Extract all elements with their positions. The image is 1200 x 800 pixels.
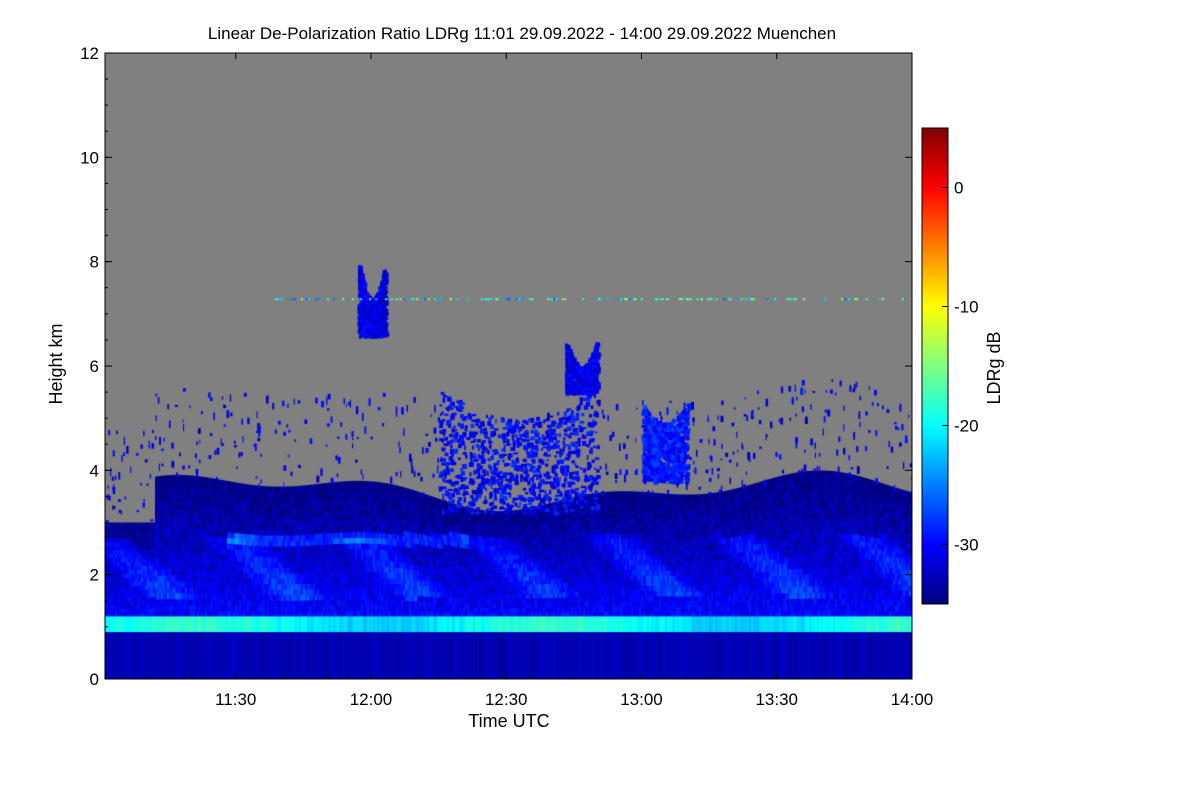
- x-tick-label: 12:30: [485, 690, 528, 709]
- y-tick-label: 8: [90, 253, 99, 272]
- x-axis: 11:30 12:00 12:30 13:00 13:30 14:00: [122, 53, 934, 709]
- colorbar: [921, 127, 949, 605]
- y-tick-label: 10: [80, 148, 99, 167]
- y-tick-label: 6: [90, 357, 99, 376]
- x-axis-label: Time UTC: [468, 711, 549, 731]
- y-tick-label: 0: [90, 670, 99, 689]
- colorbar-tick-label: -30: [954, 536, 979, 555]
- colorbar-tick-label: -10: [954, 298, 979, 317]
- x-tick-label: 11:30: [215, 690, 256, 709]
- colorbar-axis: 0 -10 -20 -30: [942, 179, 979, 555]
- x-tick-label: 13:30: [755, 690, 798, 709]
- y-tick-label: 12: [80, 44, 99, 63]
- y-axis-label: Height km: [46, 323, 66, 404]
- x-tick-label: 13:00: [620, 690, 663, 709]
- colorbar-tick-label: -20: [954, 417, 979, 436]
- ldr-heatmap: [105, 53, 912, 679]
- y-tick-label: 4: [90, 461, 99, 480]
- chart-title: Linear De-Polarization Ratio LDRg 11:01 …: [208, 24, 836, 43]
- colorbar-tick-label: 0: [954, 179, 963, 198]
- y-tick-label: 2: [90, 566, 99, 585]
- ldr-heatmap-image: [105, 53, 912, 679]
- x-tick-label: 12:00: [350, 690, 393, 709]
- x-tick-label: 14:00: [891, 690, 934, 709]
- colorbar-label: LDRg dB: [984, 331, 1004, 404]
- y-axis: 0 2 4 6 8 10 12: [80, 44, 912, 689]
